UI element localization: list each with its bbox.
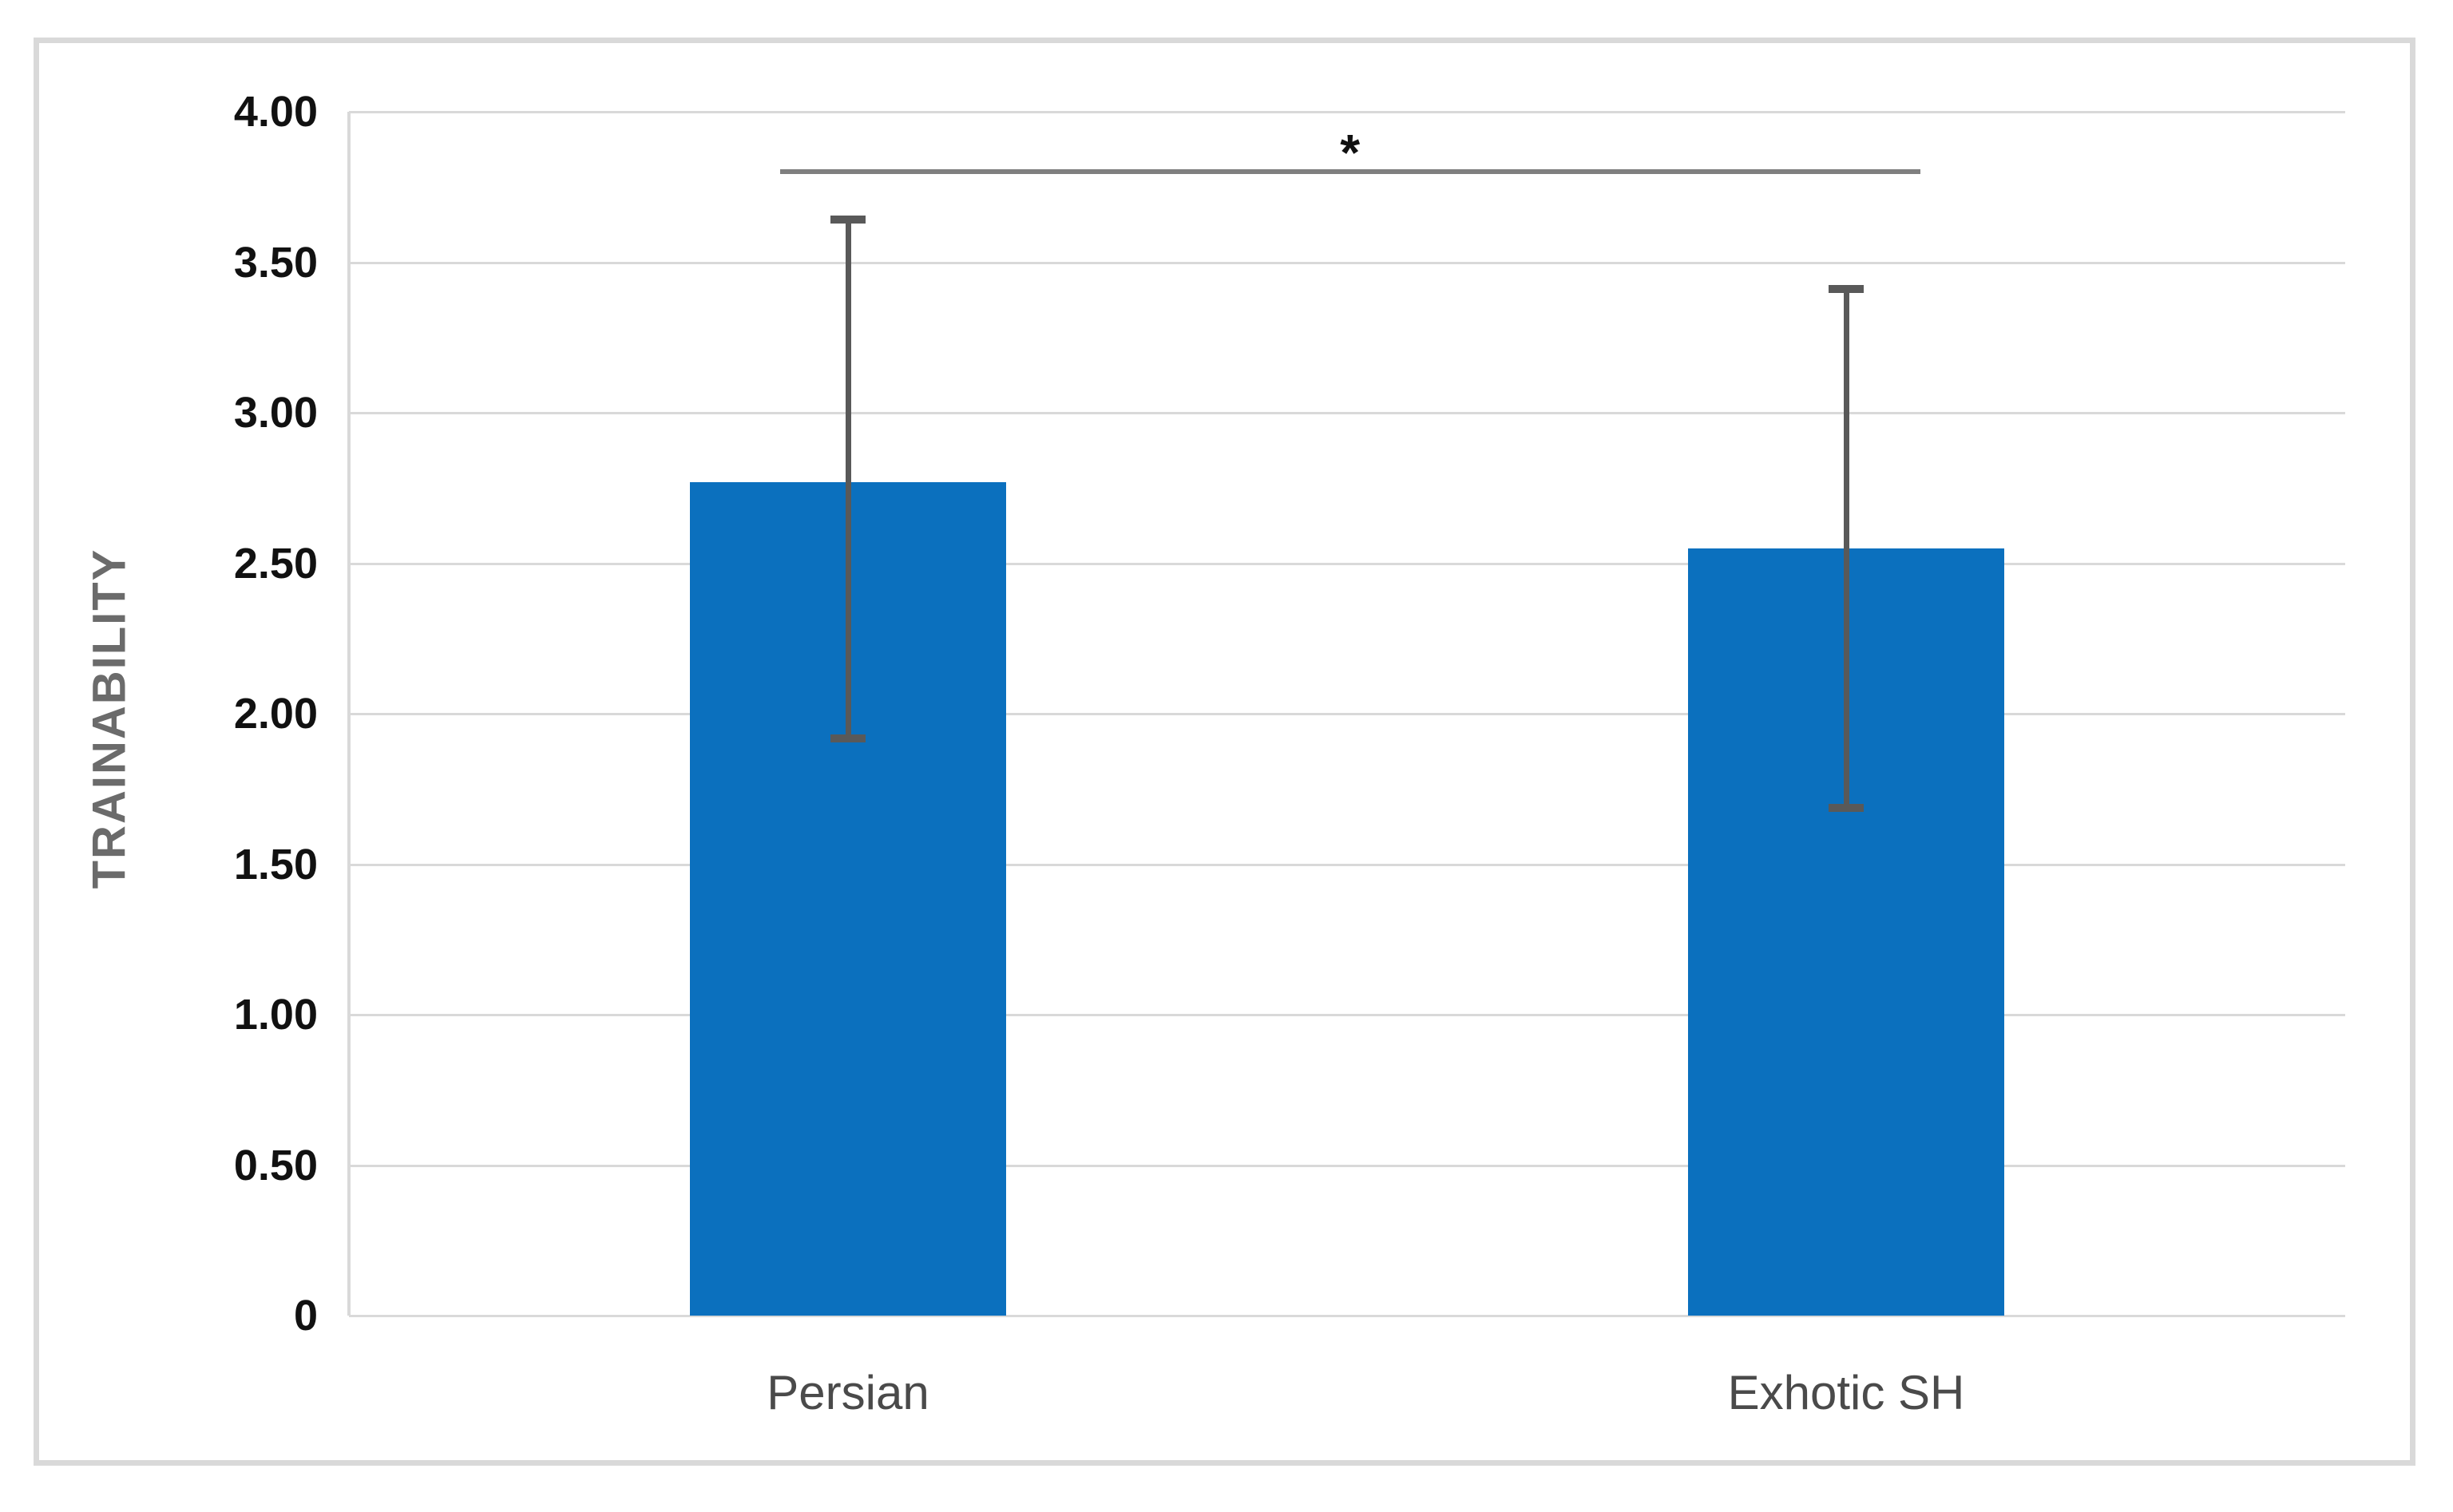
figure-border	[34, 38, 2415, 1466]
y-tick-label: 3.50	[233, 238, 318, 287]
gridline	[349, 1014, 2345, 1016]
y-tick-label: 2.50	[233, 539, 318, 588]
y-tick-label: 4.00	[233, 88, 318, 136]
significance-line	[780, 169, 1920, 175]
error-bar-cap-bottom	[830, 734, 866, 742]
y-tick-label: 3.00	[233, 389, 318, 437]
x-category-label: Exhotic SH	[1727, 1366, 1965, 1419]
gridline	[349, 412, 2345, 414]
y-tick-label: 1.50	[233, 840, 318, 889]
error-bar-cap-bottom	[1829, 803, 1864, 812]
gridline	[349, 261, 2345, 264]
gridline	[349, 1315, 2345, 1317]
error-bar-persian	[845, 216, 851, 741]
gridline	[349, 863, 2345, 866]
y-tick-label: 0.50	[233, 1141, 318, 1189]
gridline	[349, 1164, 2345, 1167]
x-category-label: Persian	[767, 1366, 929, 1419]
y-axis-line	[347, 112, 351, 1316]
gridline	[349, 111, 2345, 113]
y-tick-label: 2.00	[233, 690, 318, 738]
y-tick-label: 0	[293, 1292, 318, 1340]
gridline	[349, 562, 2345, 565]
significance-asterisk: *	[1340, 124, 1361, 182]
gridline	[349, 713, 2345, 715]
error-bar-cap-top	[1829, 284, 1864, 293]
y-axis-title: TRAINABILITY	[83, 548, 136, 889]
error-bar-exhotic-sh	[1843, 286, 1849, 810]
y-tick-label: 1.00	[233, 991, 318, 1039]
error-bar-cap-top	[830, 215, 866, 224]
